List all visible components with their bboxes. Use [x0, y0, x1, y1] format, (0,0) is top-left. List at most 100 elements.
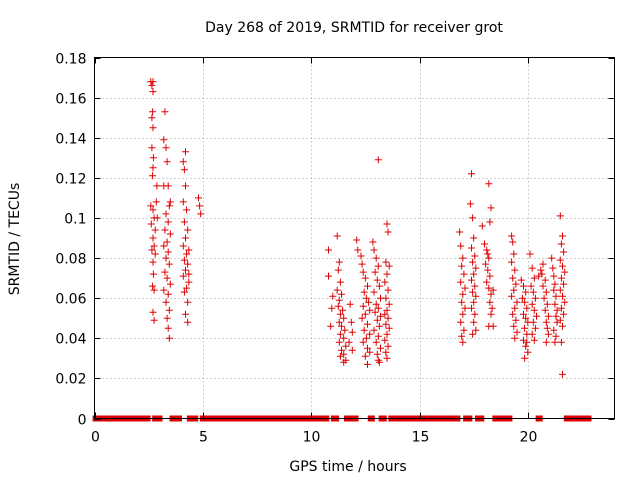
data-point [524, 348, 532, 356]
data-point [184, 226, 192, 234]
data-point [149, 282, 157, 290]
data-point [371, 308, 379, 316]
data-point [383, 306, 391, 314]
data-point [375, 282, 383, 290]
data-point [185, 246, 193, 254]
data-point [184, 298, 192, 306]
data-point [179, 242, 187, 250]
data-point [552, 332, 560, 340]
data-point [150, 286, 158, 294]
data-point [530, 274, 538, 282]
data-point [468, 304, 475, 312]
data-point [163, 158, 171, 166]
data-point [556, 316, 564, 324]
data-point [183, 250, 191, 258]
data-point [485, 322, 493, 330]
data-point [333, 232, 341, 240]
data-point [185, 278, 193, 286]
data-point [147, 202, 155, 210]
data-point [336, 330, 344, 338]
data-point [540, 294, 548, 302]
data-point [520, 310, 527, 318]
data-point [148, 82, 156, 90]
data-point [470, 234, 478, 242]
data-point [542, 288, 550, 296]
data-point [328, 304, 336, 312]
x-tick-label: 15 [412, 430, 430, 446]
data-point [471, 252, 479, 260]
data-point [183, 206, 191, 214]
data-point [149, 108, 157, 116]
data-point [461, 304, 469, 312]
data-point [560, 248, 568, 256]
data-point [561, 268, 569, 276]
data-point [510, 286, 518, 294]
data-point [513, 328, 521, 336]
data-point [461, 284, 469, 292]
data-point [518, 294, 526, 302]
data-point [377, 312, 384, 320]
chart-title: Day 268 of 2019, SRMTID for receiver gro… [205, 20, 503, 36]
data-point [530, 336, 538, 344]
data-point [485, 284, 493, 292]
data-point [348, 346, 356, 354]
data-point [531, 294, 539, 302]
y-tick-label: 0.06 [55, 292, 86, 308]
data-point [544, 330, 552, 338]
data-point [486, 298, 494, 306]
y-tick-label: 0.1 [64, 212, 86, 228]
data-point [384, 286, 392, 294]
data-point [164, 182, 172, 190]
data-point [483, 278, 491, 286]
data-point [164, 248, 172, 256]
data-point [183, 284, 191, 292]
data-point [460, 270, 468, 278]
data-point [382, 320, 390, 328]
data-point [149, 234, 157, 242]
data-point [148, 144, 156, 152]
data-point [552, 312, 560, 320]
data-point [556, 256, 564, 264]
data-point [458, 262, 466, 270]
axis-ticks: 0 0.02 0.04 0.06 0.08 0.1 0.12 0.14 0.16 0.18 0 5 10… [55, 52, 615, 446]
data-point [334, 302, 342, 310]
data-point [362, 334, 370, 342]
data-point [469, 288, 477, 296]
data-point [485, 254, 493, 262]
data-point [152, 198, 160, 206]
data-point [151, 250, 159, 258]
plot-frame [94, 57, 615, 419]
data-point [150, 242, 158, 250]
data-point [377, 344, 384, 352]
data-point [346, 300, 354, 308]
data-point [543, 300, 551, 308]
data-point [166, 280, 174, 288]
data-point [153, 182, 161, 190]
data-point [335, 258, 343, 266]
data-point [372, 254, 380, 262]
data-point [513, 298, 521, 306]
data-point [345, 338, 353, 346]
data-point [484, 250, 492, 258]
data-point [559, 232, 566, 240]
y-tick-label: 0.02 [55, 372, 86, 388]
data-point [456, 228, 464, 236]
data-point [374, 156, 382, 164]
data-point [162, 254, 170, 262]
data-point [521, 354, 529, 362]
data-point [374, 332, 382, 340]
data-point [196, 202, 204, 210]
data-point [364, 320, 371, 328]
data-point [521, 298, 529, 306]
data-point [488, 304, 496, 312]
data-point [338, 290, 345, 298]
data-point [522, 342, 530, 350]
data-point [528, 330, 536, 338]
data-point [384, 228, 392, 236]
data-point [471, 310, 479, 318]
data-point [165, 334, 173, 342]
y-axis-label: SRMTID / TECUs [7, 183, 23, 296]
data-point [361, 352, 369, 360]
data-point [180, 288, 188, 296]
